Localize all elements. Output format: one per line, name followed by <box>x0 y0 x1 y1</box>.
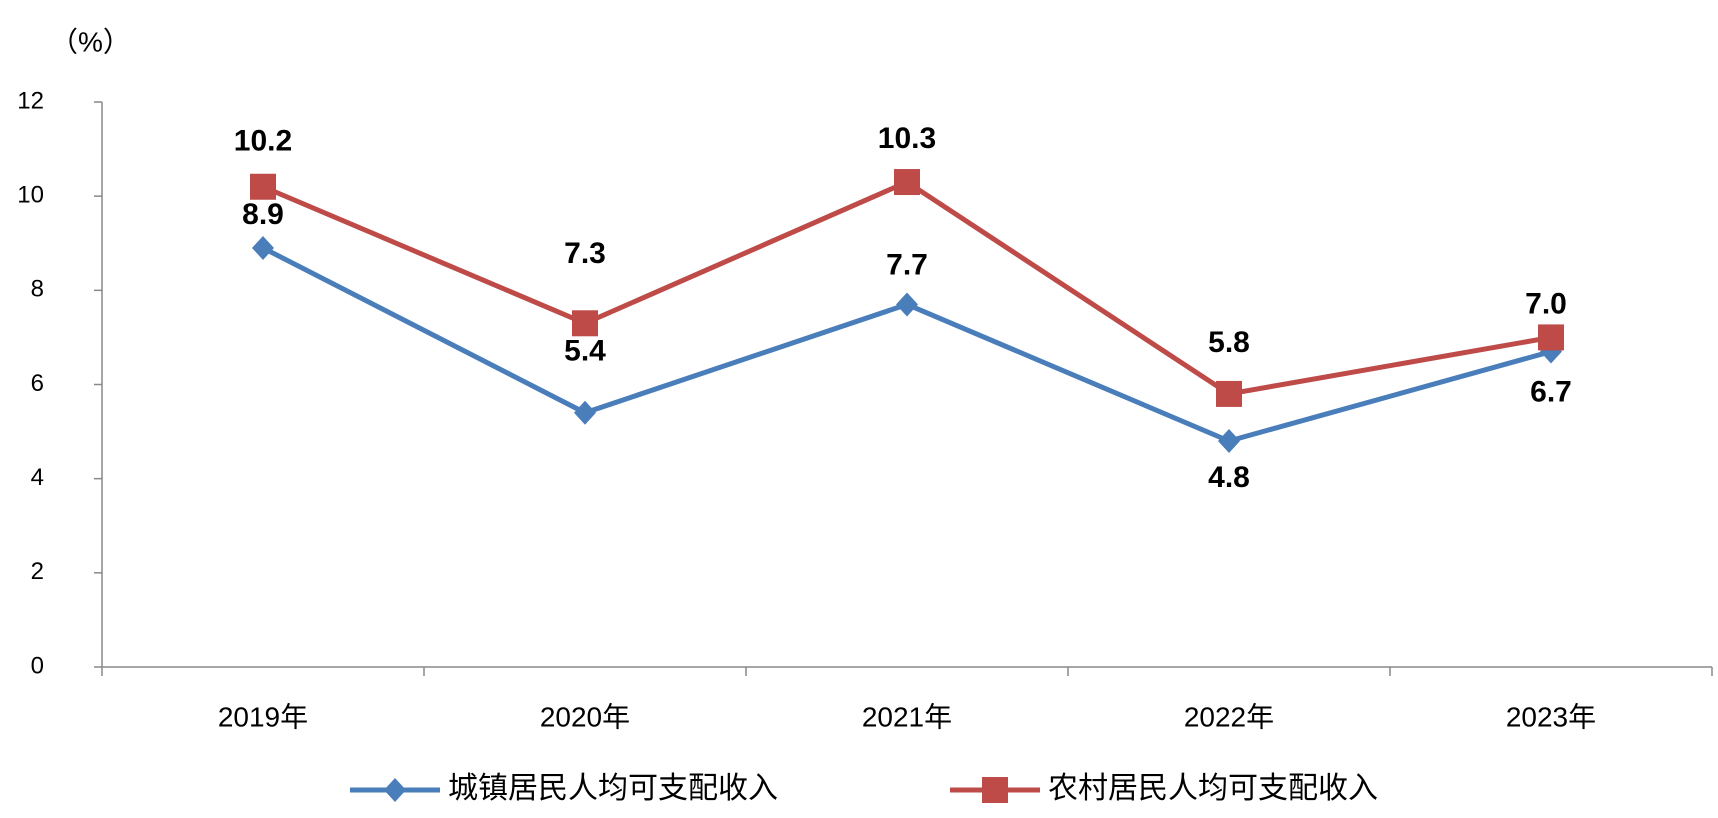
point-marker <box>1538 324 1564 351</box>
point-marker <box>252 235 274 260</box>
y-axis-unit: （%） <box>50 26 131 57</box>
y-tick-label: 8 <box>31 276 44 303</box>
data-label: 7.0 <box>1525 287 1567 320</box>
x-tick-label: 2023年 <box>1506 701 1596 732</box>
point-marker <box>1216 380 1242 407</box>
data-label: 8.9 <box>242 198 284 231</box>
point-marker <box>250 173 276 200</box>
point-marker <box>574 400 596 425</box>
data-label: 6.7 <box>1530 375 1572 408</box>
data-label: 10.3 <box>878 122 936 155</box>
data-label: 4.8 <box>1208 461 1250 494</box>
x-tick-label: 2022年 <box>1184 701 1274 732</box>
data-label: 7.7 <box>886 248 928 281</box>
legend-marker <box>384 778 406 802</box>
y-tick-label: 10 <box>17 182 44 209</box>
point-marker <box>1218 429 1240 453</box>
legend-marker <box>982 777 1008 803</box>
point-marker <box>572 310 598 337</box>
y-tick-label: 4 <box>31 464 44 491</box>
y-tick-label: 2 <box>31 558 44 585</box>
point-marker <box>896 292 918 317</box>
x-tick-label: 2019年 <box>218 701 308 732</box>
x-tick-label: 2020年 <box>540 701 630 732</box>
series-line <box>262 179 1552 397</box>
y-tick-label: 0 <box>31 652 44 679</box>
data-label: 7.3 <box>564 237 606 270</box>
legend-label: 城镇居民人均可支配收入 <box>448 772 778 805</box>
legend-label: 农村居民人均可支配收入 <box>1048 772 1378 805</box>
y-tick-label: 6 <box>31 370 44 397</box>
y-tick-label: 12 <box>17 87 44 114</box>
x-tick-label: 2021年 <box>862 701 952 732</box>
point-marker <box>894 169 920 196</box>
data-label: 10.2 <box>234 125 292 158</box>
data-label: 5.8 <box>1208 326 1250 359</box>
data-label: 5.4 <box>564 335 606 368</box>
